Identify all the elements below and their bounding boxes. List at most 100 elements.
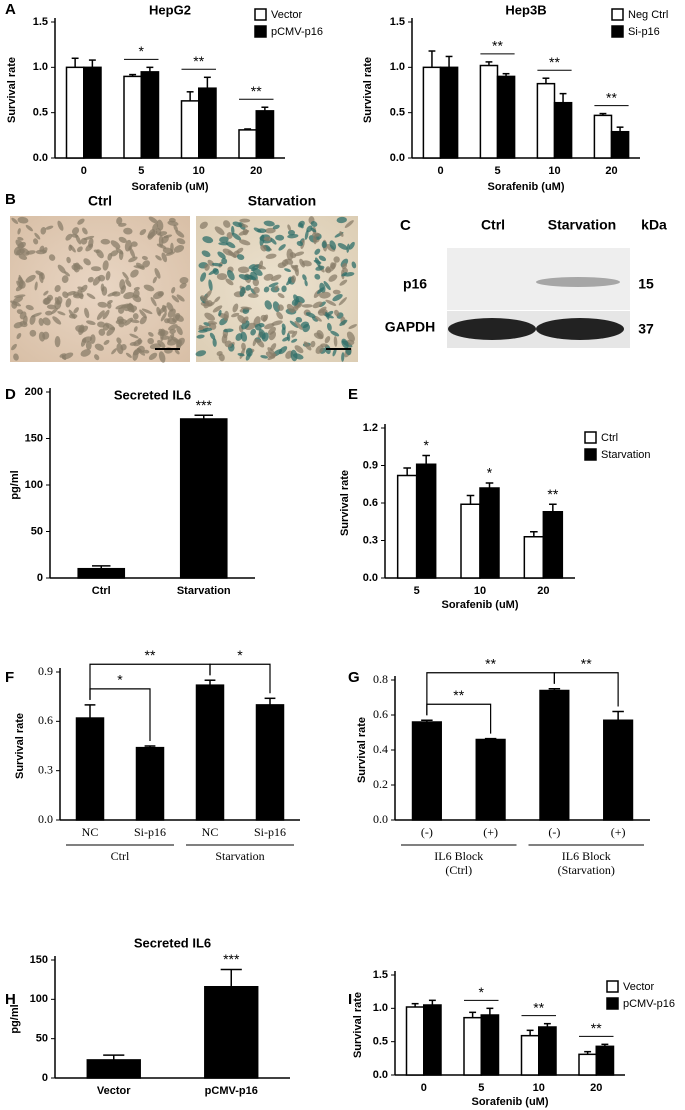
significance-label: ** — [145, 647, 156, 663]
cell — [281, 327, 286, 336]
cell — [214, 226, 225, 236]
cell — [101, 286, 108, 296]
cell — [43, 290, 49, 296]
cell — [218, 353, 225, 362]
bar — [536, 82, 556, 159]
cell — [330, 330, 340, 337]
x-tick-label: Ctrl — [92, 585, 111, 597]
y-tick-label: 0.0 — [373, 812, 388, 826]
y-tick-label: 0.0 — [390, 152, 405, 164]
error-bar — [526, 1029, 534, 1036]
error-bar — [244, 128, 252, 130]
cell — [294, 251, 305, 257]
legend-swatch — [584, 431, 597, 444]
cell — [245, 274, 257, 281]
significance-label: ** — [533, 999, 544, 1015]
legend-swatch — [254, 25, 267, 38]
cell — [287, 224, 292, 231]
cell — [148, 216, 158, 224]
bar — [65, 66, 85, 159]
y-axis-label: Survival rate — [6, 57, 18, 123]
cell — [96, 310, 105, 320]
y-tick-label: 0.9 — [38, 664, 53, 678]
cell — [341, 352, 345, 362]
bar — [195, 684, 225, 821]
y-tick-label: 0.0 — [373, 1069, 388, 1081]
error-bar — [103, 1054, 125, 1060]
cell — [56, 296, 63, 305]
error-bar — [411, 1002, 419, 1007]
cell — [314, 273, 321, 280]
cell — [339, 319, 348, 326]
legend-label: Neg Ctrl — [628, 9, 668, 21]
cell — [240, 331, 248, 342]
legend-swatch — [254, 8, 267, 21]
y-tick-label: 50 — [36, 1033, 48, 1045]
cell — [143, 284, 155, 292]
cell — [176, 339, 182, 350]
cell — [332, 289, 341, 295]
cell — [116, 343, 124, 355]
cell — [16, 309, 24, 315]
cell — [12, 296, 24, 304]
legend-swatch — [611, 8, 624, 21]
x-tick-label: Vector — [97, 1085, 131, 1097]
error-bar — [403, 467, 411, 476]
y-tick-label: 0 — [37, 572, 43, 584]
y-axis-label: pg/ml — [9, 1004, 21, 1033]
error-bar — [559, 92, 567, 103]
y-tick-label: 150 — [25, 432, 43, 444]
cell — [196, 334, 205, 339]
cell — [17, 216, 29, 224]
cell — [40, 226, 47, 235]
cell — [270, 238, 277, 245]
error-bar — [601, 1043, 609, 1047]
cell — [321, 240, 327, 249]
cell — [250, 264, 261, 272]
group-label: (Starvation) — [558, 863, 615, 877]
cell — [268, 282, 279, 288]
cell — [208, 279, 213, 291]
cell — [107, 291, 118, 297]
cell — [133, 286, 140, 291]
cell — [199, 221, 208, 229]
x-tick-label: 5 — [414, 585, 420, 597]
y-axis-label: Survival rate — [14, 713, 26, 779]
cell — [314, 315, 322, 322]
legend-label: pCMV-p16 — [623, 998, 675, 1010]
cell — [200, 272, 207, 282]
cell — [242, 228, 249, 236]
blot-band — [448, 318, 536, 340]
significance-label: * — [423, 437, 429, 453]
cell — [332, 347, 337, 357]
cell — [161, 235, 169, 244]
cell — [348, 324, 358, 329]
cell — [237, 315, 247, 324]
y-tick-label: 1.5 — [390, 16, 405, 28]
cell — [72, 293, 84, 299]
cell — [216, 273, 228, 281]
cell — [97, 301, 108, 308]
bar — [439, 66, 459, 159]
cell — [291, 275, 296, 283]
bar — [496, 75, 516, 159]
legend-label: pCMV-p16 — [271, 26, 323, 38]
x-tick-label: NC — [202, 825, 219, 839]
cell — [17, 236, 24, 241]
y-axis-label: Survival rate — [362, 57, 374, 123]
cell — [80, 349, 91, 357]
cell — [334, 309, 340, 317]
error-bar — [542, 77, 550, 84]
cell — [263, 273, 274, 281]
cell — [231, 225, 235, 235]
group-label: (Ctrl) — [445, 863, 472, 877]
cell — [325, 267, 332, 274]
cell — [328, 274, 338, 282]
cell — [263, 236, 273, 242]
y-tick-label: 0.0 — [363, 572, 378, 584]
significance-label: ** — [251, 83, 262, 99]
cell — [274, 285, 279, 292]
cell — [66, 256, 71, 264]
cell — [148, 331, 154, 337]
